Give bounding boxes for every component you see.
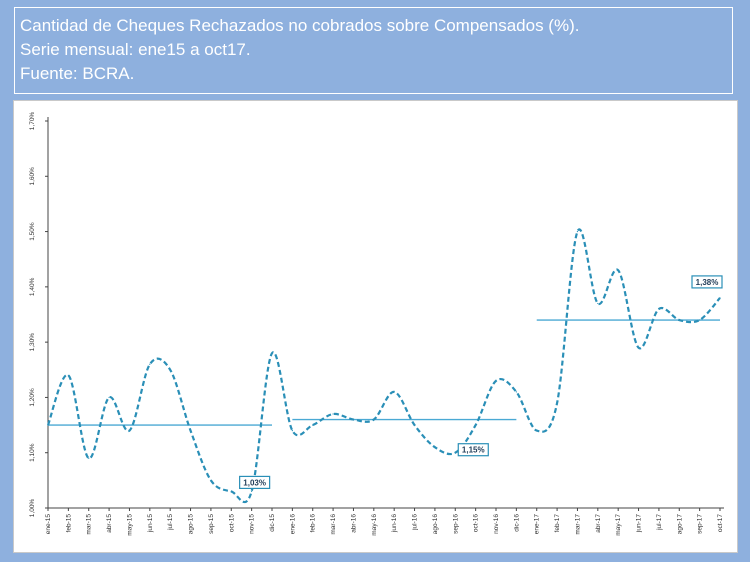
data-point	[617, 269, 619, 271]
x-tick-label: ago-16	[432, 514, 439, 535]
x-tick-label: mar-17	[574, 514, 581, 535]
chart-panel	[13, 100, 738, 553]
data-point	[108, 396, 110, 399]
x-tick-label: mar-15	[86, 514, 93, 535]
header-frame	[14, 7, 733, 94]
data-point	[312, 424, 314, 426]
chart-source: Fuente: BCRA.	[20, 64, 135, 83]
data-point	[434, 446, 436, 448]
data-point	[515, 391, 517, 393]
x-tick-label: oct-16	[473, 514, 480, 532]
y-tick-label: 1,30%	[29, 333, 36, 352]
chart-header: Cantidad de Cheques Rechazados no cobrad…	[0, 0, 750, 96]
x-tick-label: jul-17	[656, 514, 663, 531]
y-tick-label: 1,10%	[29, 443, 36, 462]
data-point	[678, 319, 680, 321]
x-tick-label: abr-17	[595, 514, 602, 533]
x-tick-label: sep-17	[697, 514, 704, 534]
x-tick-label: abr-16	[350, 514, 357, 533]
data-point	[271, 352, 273, 354]
series-line	[46, 228, 721, 504]
callout-label: 1,38%	[696, 278, 719, 287]
y-tick-label: 1,60%	[29, 167, 36, 186]
y-tick-label: 1,50%	[29, 222, 36, 241]
data-point	[536, 430, 538, 432]
data-point	[128, 430, 131, 432]
data-point	[556, 402, 558, 404]
x-tick-label: nov-16	[493, 514, 500, 534]
data-point	[169, 369, 171, 371]
data-point	[699, 319, 701, 321]
x-tick-label: dic-15	[269, 514, 276, 532]
data-point	[393, 391, 395, 393]
data-point	[67, 374, 69, 376]
x-tick-label: feb-15	[65, 514, 72, 533]
x-tick-label: jul-15	[167, 514, 174, 531]
x-tick-label: ago-15	[188, 514, 195, 535]
x-tick-label: oct-15	[228, 514, 235, 532]
x-tick-label: sep-15	[208, 514, 215, 534]
chart-subtitle: Serie mensual: ene15 a oct17.	[20, 40, 251, 59]
callout-box	[457, 443, 489, 457]
data-point	[251, 490, 253, 493]
data-point	[658, 308, 660, 310]
x-tick-label: ene-15	[45, 514, 52, 535]
x-tick-label: ene-17	[534, 514, 541, 535]
x-tick-label: ago-17	[676, 514, 683, 535]
y-tick-label: 1,40%	[29, 277, 36, 296]
x-tick-label: feb-17	[554, 514, 561, 533]
data-point	[149, 363, 151, 365]
x-tick-label: nov-15	[249, 514, 256, 534]
x-tick-label: abr-15	[106, 514, 113, 533]
callout-box	[239, 475, 271, 490]
x-tick-label: may-17	[615, 514, 622, 536]
data-point	[637, 347, 640, 349]
x-tick-label: may-15	[126, 514, 133, 536]
x-tick-label: feb-16	[310, 514, 317, 533]
data-point	[210, 479, 212, 481]
chart-title: Cantidad de Cheques Rechazados no cobrad…	[20, 16, 580, 35]
y-tick-label: 1,00%	[29, 499, 36, 518]
x-tick-label: ene-16	[289, 514, 296, 535]
data-point	[47, 424, 49, 426]
x-tick-label: dic-16	[513, 514, 520, 532]
y-tick-label: 1,20%	[29, 388, 36, 407]
data-point	[475, 424, 477, 426]
data-point	[576, 230, 579, 233]
data-point	[352, 418, 355, 421]
data-point	[230, 490, 232, 493]
x-tick-label: sep-16	[452, 514, 459, 534]
x-tick-label: jun-16	[391, 514, 398, 533]
data-point	[332, 413, 334, 415]
data-point	[373, 418, 375, 421]
x-tick-label: jul-16	[412, 514, 419, 531]
data-point	[413, 424, 416, 426]
x-tick-label: mar-16	[330, 514, 337, 535]
data-point	[719, 297, 721, 299]
data-point	[189, 430, 192, 432]
callout-label: 1,15%	[462, 446, 485, 455]
data-point	[88, 457, 90, 459]
data-point	[291, 430, 293, 432]
x-tick-label: may-16	[371, 514, 378, 536]
callout-label: 1,03%	[243, 478, 266, 487]
data-point	[454, 452, 456, 454]
x-tick-label: oct-17	[717, 514, 724, 532]
callout-box	[691, 275, 723, 289]
y-tick-label: 1,70%	[29, 112, 36, 131]
x-tick-label: jun-17	[636, 514, 643, 533]
data-point	[495, 380, 497, 382]
data-point	[597, 302, 599, 305]
x-tick-label: jun-15	[147, 514, 154, 533]
